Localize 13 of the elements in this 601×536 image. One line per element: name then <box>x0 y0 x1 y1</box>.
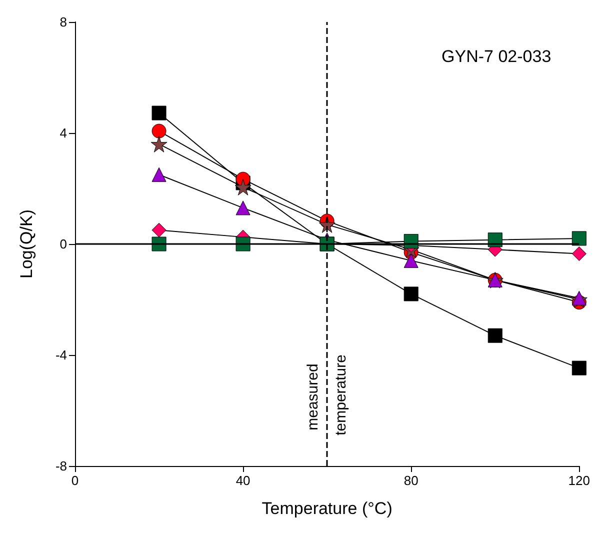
x-tick-label: 80 <box>404 473 418 488</box>
y-tick-label: 8 <box>60 14 67 30</box>
x-tick-label: 0 <box>71 473 79 488</box>
y-tick-label: 4 <box>60 126 67 140</box>
x-axis-title: Temperature (°C) <box>262 499 392 518</box>
y-tick-label: 0 <box>60 236 67 252</box>
annotation: GYN-7 02-033 <box>442 47 552 66</box>
y-tick-label: -8 <box>55 458 67 474</box>
y-tick-label: -4 <box>55 348 67 362</box>
x-tick-label: 120 <box>568 473 590 488</box>
x-tick-label: 40 <box>236 473 250 488</box>
y-axis-title: Log(Q/K) <box>17 210 36 278</box>
ref-line-label: measured temperature <box>304 354 350 436</box>
